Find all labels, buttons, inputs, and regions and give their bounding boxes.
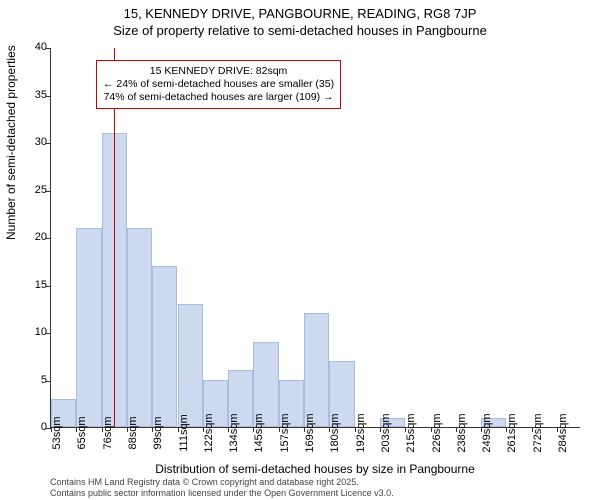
x-tick-label: 238sqm bbox=[456, 413, 468, 452]
y-tick-label: 15 bbox=[23, 279, 51, 291]
y-tick-mark bbox=[46, 191, 51, 192]
x-tick-label: 169sqm bbox=[304, 413, 316, 452]
y-tick-mark bbox=[46, 381, 51, 382]
y-tick-label: 30 bbox=[23, 136, 51, 148]
histogram-bar bbox=[152, 266, 177, 428]
y-tick-label: 20 bbox=[23, 231, 51, 243]
attribution-block: Contains HM Land Registry data © Crown c… bbox=[50, 477, 580, 498]
x-tick-label: 65sqm bbox=[76, 416, 88, 449]
x-tick-label: 145sqm bbox=[253, 413, 265, 452]
x-tick-label: 203sqm bbox=[380, 413, 392, 452]
histogram-bar bbox=[76, 228, 101, 428]
x-tick-label: 88sqm bbox=[127, 416, 139, 449]
x-tick-label: 180sqm bbox=[329, 413, 341, 452]
x-tick-label: 53sqm bbox=[51, 416, 63, 449]
y-tick-label: 0 bbox=[23, 421, 51, 433]
x-axis-label: Distribution of semi-detached houses by … bbox=[50, 462, 580, 476]
y-tick-mark bbox=[46, 286, 51, 287]
x-tick-label: 284sqm bbox=[557, 413, 569, 452]
y-tick-mark bbox=[46, 96, 51, 97]
callout-box: 15 KENNEDY DRIVE: 82sqm← 24% of semi-det… bbox=[96, 60, 341, 109]
y-tick-label: 10 bbox=[23, 326, 51, 338]
callout-line: 74% of semi-detached houses are larger (… bbox=[103, 91, 334, 104]
y-tick-mark bbox=[46, 238, 51, 239]
histogram-chart: 051015202530354053sqm65sqm76sqm88sqm99sq… bbox=[50, 48, 580, 428]
x-tick-label: 249sqm bbox=[481, 413, 493, 452]
chart-titles: 15, KENNEDY DRIVE, PANGBOURNE, READING, … bbox=[0, 0, 600, 38]
y-tick-label: 40 bbox=[23, 41, 51, 53]
attribution-line2: Contains public sector information licen… bbox=[50, 488, 580, 498]
attribution-line1: Contains HM Land Registry data © Crown c… bbox=[50, 477, 580, 487]
y-tick-label: 35 bbox=[23, 89, 51, 101]
y-tick-label: 25 bbox=[23, 184, 51, 196]
x-tick-label: 192sqm bbox=[355, 413, 367, 452]
x-tick-label: 134sqm bbox=[228, 413, 240, 452]
x-tick-label: 261sqm bbox=[506, 413, 518, 452]
x-tick-label: 226sqm bbox=[431, 413, 443, 452]
y-tick-mark bbox=[46, 333, 51, 334]
x-tick-label: 215sqm bbox=[405, 413, 417, 452]
y-tick-label: 5 bbox=[23, 374, 51, 386]
y-axis-label: Number of semi-detached properties bbox=[4, 45, 18, 240]
y-tick-mark bbox=[46, 48, 51, 49]
histogram-bar bbox=[304, 313, 329, 427]
y-tick-mark bbox=[46, 143, 51, 144]
title-address: 15, KENNEDY DRIVE, PANGBOURNE, READING, … bbox=[0, 6, 600, 21]
x-tick-label: 99sqm bbox=[152, 416, 164, 449]
callout-line: ← 24% of semi-detached houses are smalle… bbox=[103, 78, 334, 91]
x-tick-label: 272sqm bbox=[532, 413, 544, 452]
x-tick-label: 111sqm bbox=[178, 414, 190, 452]
histogram-bar bbox=[127, 228, 152, 428]
x-tick-label: 76sqm bbox=[102, 416, 114, 449]
callout-line: 15 KENNEDY DRIVE: 82sqm bbox=[103, 65, 334, 78]
histogram-bar bbox=[178, 304, 203, 428]
title-subtitle: Size of property relative to semi-detach… bbox=[0, 23, 600, 38]
x-tick-label: 122sqm bbox=[203, 413, 215, 452]
x-tick-label: 157sqm bbox=[279, 413, 291, 452]
